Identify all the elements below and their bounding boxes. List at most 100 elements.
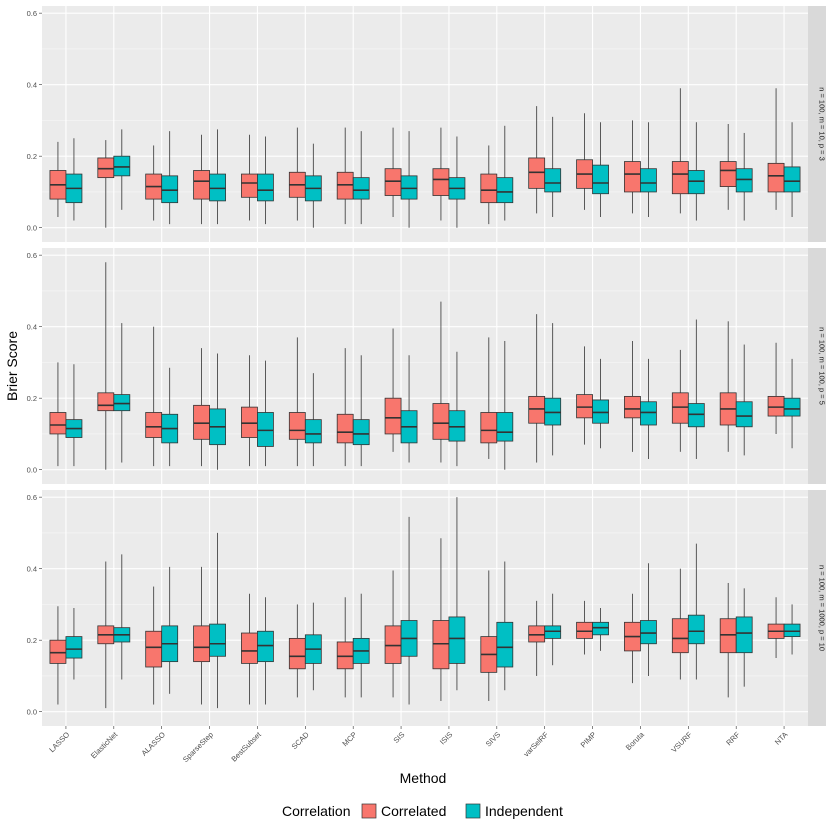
box-iqr: [257, 412, 274, 447]
facet-strip-label: n = 100, m = 1000, p = 10: [818, 565, 827, 651]
box-iqr: [193, 625, 210, 663]
y-tick-label: 0.4: [27, 323, 37, 332]
legend-key-independent: [465, 803, 481, 819]
box-iqr: [193, 170, 210, 200]
box-correlated-Boruta: [624, 120, 641, 214]
box-correlated-SparseStep: [193, 566, 210, 705]
legend: Correlation Correlated Independent: [282, 803, 563, 819]
box-correlated-LASSO: [49, 141, 67, 217]
box-iqr: [97, 157, 115, 179]
box-correlated-ALASSO: [145, 586, 163, 705]
panel-background: [42, 6, 808, 242]
box-correlated-BestSubset: [241, 134, 258, 221]
box-iqr: [592, 621, 609, 636]
box-correlated-NTA: [767, 597, 785, 659]
facet-strip-label: n = 100, m = 100, p = 5: [818, 327, 827, 405]
box-independent-NTA: [783, 604, 801, 655]
box-independent-SIS: [400, 355, 418, 463]
box-correlated-ISIS: [432, 538, 450, 701]
y-axis-title: Brier Score: [4, 331, 20, 401]
facet-strip: [808, 248, 826, 484]
box-iqr: [352, 419, 370, 446]
facet-strip: [808, 6, 826, 242]
box-iqr: [257, 173, 274, 202]
box-iqr: [640, 168, 657, 193]
x-tick-label: SIVS: [484, 730, 502, 748]
box-independent-PIMP: [592, 358, 609, 449]
legend-label-correlated: Correlated: [381, 803, 446, 819]
box-iqr: [49, 639, 67, 664]
box-correlated-PIMP: [576, 346, 593, 445]
box-independent-BestSubset: [257, 360, 274, 467]
box-iqr: [767, 162, 785, 193]
box-independent-VSURF: [687, 543, 705, 680]
box-independent-RRF: [735, 344, 753, 456]
box-independent-SCAD: [304, 602, 322, 691]
y-tick-label: 0.2: [27, 394, 37, 403]
box-iqr: [161, 175, 179, 204]
box-independent-ElasticNet: [113, 554, 131, 680]
legend-key-correlated: [361, 803, 377, 819]
box-correlated-ISIS: [432, 127, 450, 221]
box-iqr: [448, 616, 466, 664]
panel-3: 0.0 0.2 0.4 0.6 n = 100, m = 1000, p = 10: [27, 490, 827, 726]
box-iqr: [145, 630, 163, 668]
x-tick-label: SparseStep: [181, 730, 215, 764]
box-iqr: [528, 625, 546, 643]
box-correlated-SCAD: [288, 127, 306, 221]
box-iqr: [241, 632, 258, 664]
box-iqr: [640, 620, 657, 645]
box-iqr: [528, 157, 546, 189]
box-iqr: [304, 419, 322, 444]
box-independent-LASSO: [65, 138, 83, 221]
box-independent-MCP: [352, 355, 370, 467]
box-independent-varSelRF: [544, 593, 562, 666]
y-tick-label: 0.0: [27, 224, 37, 233]
box-independent-PIMP: [592, 122, 609, 217]
box-iqr: [496, 177, 514, 204]
box-iqr: [783, 623, 801, 638]
x-tick-label: BestSubset: [229, 729, 263, 763]
box-independent-RRF: [735, 588, 753, 687]
y-tick-label: 0.6: [27, 251, 37, 260]
box-correlated-ISIS: [432, 301, 450, 463]
box-independent-Boruta: [640, 563, 657, 676]
box-correlated-RRF: [719, 321, 737, 452]
box-iqr: [241, 173, 258, 198]
box-correlated-NTA: [767, 88, 785, 210]
box-independent-ALASSO: [161, 131, 179, 225]
box-iqr: [448, 410, 466, 442]
box-iqr: [735, 616, 753, 654]
box-independent-ALASSO: [161, 566, 179, 694]
box-independent-SIVS: [496, 125, 514, 221]
box-correlated-BestSubset: [241, 355, 258, 467]
y-tick-label: 0.6: [27, 9, 37, 18]
box-independent-NTA: [783, 122, 801, 217]
box-iqr: [432, 620, 450, 670]
box-independent-LASSO: [65, 364, 83, 467]
box-correlated-ALASSO: [145, 145, 163, 221]
x-tick-label: VSURF: [669, 730, 694, 755]
box-iqr: [113, 394, 131, 412]
box-independent-ISIS: [448, 497, 466, 691]
y-tick-label: 0.6: [27, 493, 37, 502]
x-axis-tick-labels: LASSO ElasticNet ALASSO SparseStep BestSubse…: [47, 726, 789, 764]
box-independent-VSURF: [687, 122, 705, 221]
legend-label-independent: Independent: [485, 803, 563, 819]
box-iqr: [735, 401, 753, 428]
panel-2: 0.0 0.2 0.4 0.6 n = 100, m = 100, p = 5: [27, 248, 827, 484]
box-iqr: [576, 394, 593, 419]
x-tick-label: NTA: [773, 730, 790, 747]
x-tick-label: LASSO: [47, 730, 71, 754]
box-independent-SparseStep: [209, 353, 226, 470]
box-iqr: [687, 403, 705, 428]
box-iqr: [735, 168, 753, 193]
x-tick-label: ElasticNet: [89, 729, 120, 760]
box-iqr: [671, 618, 689, 654]
box-iqr: [544, 397, 562, 426]
box-correlated-LASSO: [49, 362, 67, 467]
box-independent-SIS: [400, 131, 418, 228]
box-iqr: [496, 621, 514, 668]
facet-panels: 0.0 0.2 0.4 0.6 n = 100, m = 10, p = 3 0.0 0.2…: [27, 6, 827, 726]
